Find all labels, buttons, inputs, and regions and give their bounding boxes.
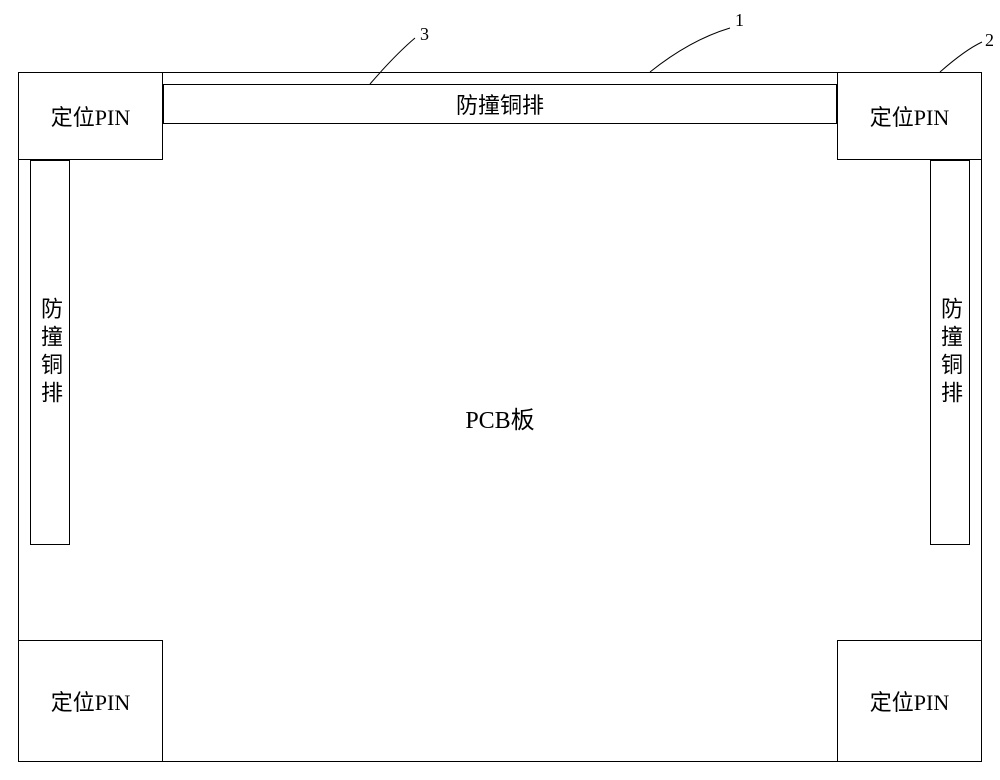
pin-tl-label: 定位PIN [51, 100, 130, 132]
callout-1-text: 1 [735, 10, 744, 30]
pin-tr-label: 定位PIN [870, 100, 949, 132]
diagram-canvas: PCB板 防撞铜排 防撞铜排 防撞铜排 定位PIN 定位PIN 定位PIN 定位… [0, 0, 1000, 780]
callout-2-text: 2 [985, 30, 994, 50]
callout-3: 3 [420, 24, 429, 45]
bar-left-label: 防撞铜排 [34, 297, 66, 409]
callout-1: 1 [735, 10, 744, 31]
pin-br-label: 定位PIN [870, 685, 949, 717]
callout-2: 2 [985, 30, 994, 51]
anti-collision-bar-top: 防撞铜排 [163, 84, 837, 124]
bar-right-label: 防撞铜排 [934, 297, 966, 409]
positioning-pin-br: 定位PIN [837, 640, 982, 762]
pcb-board-label: PCB板 [465, 400, 534, 435]
positioning-pin-bl: 定位PIN [18, 640, 163, 762]
pin-bl-label: 定位PIN [51, 685, 130, 717]
callout-3-text: 3 [420, 24, 429, 44]
bar-top-label: 防撞铜排 [456, 88, 544, 120]
anti-collision-bar-right: 防撞铜排 [930, 160, 970, 545]
anti-collision-bar-left: 防撞铜排 [30, 160, 70, 545]
positioning-pin-tr: 定位PIN [837, 72, 982, 160]
positioning-pin-tl: 定位PIN [18, 72, 163, 160]
